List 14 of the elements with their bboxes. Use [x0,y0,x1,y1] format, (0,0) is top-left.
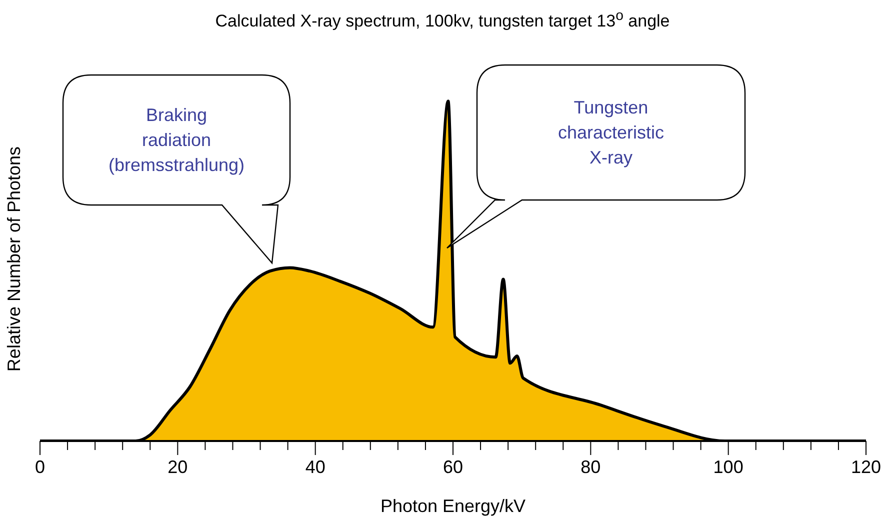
annotation: Tungsten characteristic X-ray [558,98,664,168]
x-tick-label: 0 [34,457,46,477]
x-tick-label: 80 [580,457,601,477]
x-tick-label: 120 [850,457,882,477]
x-tick-label: 60 [442,457,464,477]
y-axis-title: Relative Number of Photons [4,146,24,372]
chart-title: Calculated X-ray spectrum, 100kv, tungsten target 13$^{o}$ angle [214,8,671,32]
annotation: Braking radiation (bremsstrahlung) [108,105,245,175]
x-tick-label: 20 [168,457,188,477]
x-tick-label: 100 [713,457,744,477]
speech-bubble: Braking radiation (bremsstrahlung) [62,74,291,264]
speech-bubble: Tungsten characteristic X-ray [446,64,746,249]
x-axis-title: Photon Energy/kV [379,496,527,517]
x-tick-label: 40 [305,457,326,477]
